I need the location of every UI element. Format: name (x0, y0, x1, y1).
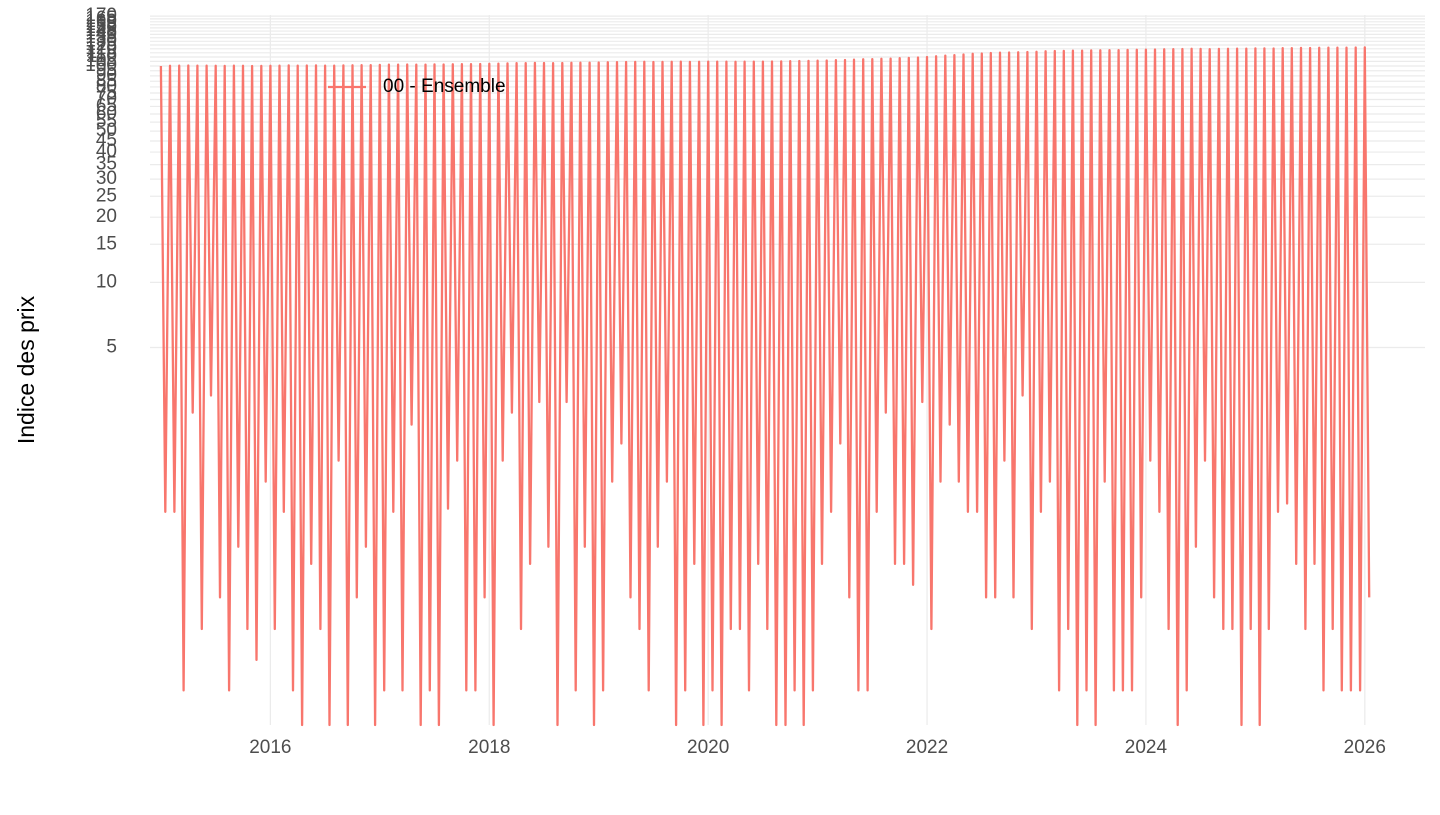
y-tick-label: 145 (85, 20, 117, 41)
y-tick-label: 100 (85, 55, 117, 76)
y-tick-label: 50 (96, 120, 117, 141)
y-axis-label: Indice des prix (13, 295, 39, 444)
y-tick-label: 75 (96, 82, 117, 103)
y-tick-label: 65 (96, 95, 117, 116)
x-tick-label: 2018 (468, 737, 510, 758)
y-tick-label: 155 (85, 14, 117, 35)
data-line (159, 46, 1371, 727)
y-tick-label: 10 (96, 271, 117, 292)
y-tick-label: 95 (96, 60, 117, 81)
y-tick-label: 130 (85, 30, 117, 51)
x-tick-label: 2024 (1125, 737, 1168, 758)
x-tick-label: 2026 (1344, 737, 1386, 758)
y-tick-label: 115 (87, 42, 117, 63)
x-tick-label: 2020 (687, 737, 729, 758)
y-tick-label: 105 (85, 50, 117, 71)
y-tick-label: 120 (85, 38, 117, 59)
y-tick-label: 30 (96, 168, 117, 189)
y-tick-label: 80 (96, 76, 117, 97)
legend-label: 00 - Ensemble (383, 76, 506, 97)
y-tick-label: 90 (96, 65, 117, 86)
y-tick-label: 20 (96, 206, 117, 227)
y-tick-label: 125 (85, 34, 117, 55)
y-tick-label: 160 (85, 11, 117, 32)
y-tick-label: 60 (96, 103, 117, 124)
y-tick-label: 140 (85, 23, 117, 44)
y-tick-label: 110 (87, 46, 117, 67)
y-tick-label: 55 (96, 111, 117, 132)
y-tick-label: 35 (96, 154, 117, 175)
x-tick-label: 2022 (906, 737, 948, 758)
y-tick-label: 165 (85, 8, 117, 29)
y-tick-label: 15 (96, 233, 117, 254)
y-tick-label: 45 (96, 130, 117, 151)
y-tick-label: 70 (96, 88, 117, 109)
y-tick-label: 170 (85, 5, 117, 26)
y-tick-label: 40 (96, 141, 117, 162)
y-tick-label: 85 (96, 70, 117, 91)
y-tick-label: 150 (85, 17, 117, 38)
y-tick-label: 135 (85, 27, 117, 48)
y-tick-label: 5 (106, 336, 117, 357)
x-tick-label: 2016 (249, 737, 291, 758)
y-tick-label: 25 (96, 185, 117, 206)
